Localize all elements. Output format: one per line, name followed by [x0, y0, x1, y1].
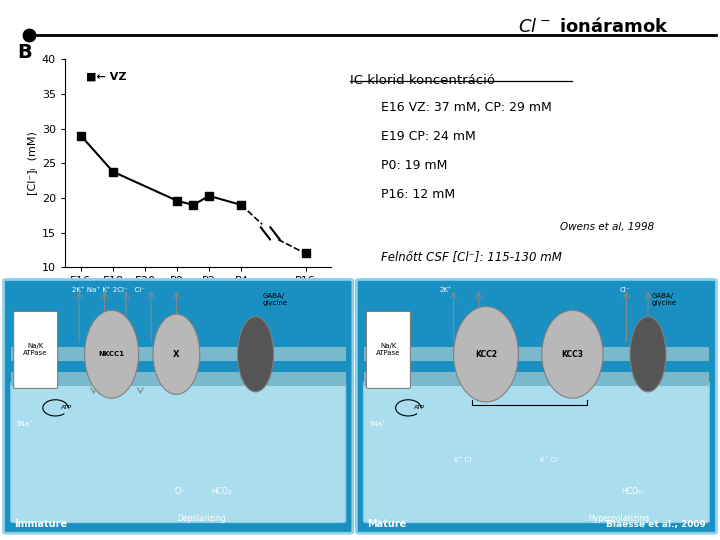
Text: X: X	[173, 350, 180, 359]
Text: Depolarizing: Depolarizing	[177, 514, 226, 523]
Text: 2K⁺: 2K⁺	[439, 287, 452, 293]
Text: Felnőtt CSF [Cl⁻]: 115-130 mM: Felnőtt CSF [Cl⁻]: 115-130 mM	[381, 251, 562, 264]
Ellipse shape	[85, 310, 138, 398]
Text: Na/K
ATPase: Na/K ATPase	[376, 343, 400, 356]
Text: Owens et al, 1998: Owens et al, 1998	[560, 221, 654, 232]
FancyBboxPatch shape	[356, 280, 716, 534]
Text: ■← VZ: ■← VZ	[86, 72, 126, 82]
Text: Blaesse et al., 2009: Blaesse et al., 2009	[606, 520, 706, 529]
Text: 3Na⁺: 3Na⁺	[16, 421, 34, 427]
Text: Mature: Mature	[367, 519, 407, 529]
Bar	[11, 347, 346, 361]
Ellipse shape	[153, 314, 200, 394]
Text: 2K⁺ Na⁺ K⁺ 2Cl⁻   Cl⁻: 2K⁺ Na⁺ K⁺ 2Cl⁻ Cl⁻	[72, 287, 145, 293]
Text: B: B	[17, 43, 32, 62]
Text: Immature: Immature	[14, 519, 68, 529]
Text: HCO₃⁻: HCO₃⁻	[211, 487, 235, 496]
Text: K⁺ Cl⁻: K⁺ Cl⁻	[540, 456, 562, 463]
Text: GABA/
glycine: GABA/ glycine	[652, 293, 677, 306]
Text: HCO₃⁻: HCO₃⁻	[621, 487, 646, 496]
Text: NKCC1: NKCC1	[99, 351, 125, 357]
Text: GABA/
glycine: GABA/ glycine	[263, 293, 288, 306]
FancyBboxPatch shape	[11, 382, 346, 523]
Text: KCC2: KCC2	[475, 350, 497, 359]
Text: Cl⁻: Cl⁻	[619, 287, 630, 293]
Ellipse shape	[630, 316, 666, 392]
FancyBboxPatch shape	[14, 312, 58, 388]
Text: E19 CP: 24 mM: E19 CP: 24 mM	[381, 130, 475, 143]
Text: K⁺ Cl⁻: K⁺ Cl⁻	[454, 456, 475, 463]
Bar	[364, 347, 709, 361]
Text: Hyperpolarizing: Hyperpolarizing	[589, 514, 649, 523]
FancyBboxPatch shape	[4, 280, 353, 534]
Ellipse shape	[454, 307, 518, 402]
FancyBboxPatch shape	[366, 312, 410, 388]
Text: Na/K
ATPase: Na/K ATPase	[23, 343, 48, 356]
Text: IC klorid koncentráció: IC klorid koncentráció	[350, 74, 495, 87]
Text: P16: 12 mM: P16: 12 mM	[381, 188, 455, 201]
Y-axis label: [Cl⁻]ᵢ  (mM): [Cl⁻]ᵢ (mM)	[27, 131, 37, 195]
Text: ATP: ATP	[414, 405, 426, 410]
Text: 3Na⁺: 3Na⁺	[369, 421, 387, 427]
Text: $\mathit{Cl}^-$ ionáramok: $\mathit{Cl}^-$ ionáramok	[518, 17, 670, 36]
Text: ATP: ATP	[61, 405, 73, 410]
FancyBboxPatch shape	[364, 382, 709, 523]
Bar	[364, 373, 709, 386]
Text: P0: 19 mM: P0: 19 mM	[381, 159, 447, 172]
Ellipse shape	[238, 316, 274, 392]
Ellipse shape	[541, 310, 603, 398]
Bar	[11, 373, 346, 386]
Text: E16 VZ: 37 mM, CP: 29 mM: E16 VZ: 37 mM, CP: 29 mM	[381, 101, 552, 114]
Text: KCC3: KCC3	[562, 350, 583, 359]
Text: Cl⁻: Cl⁻	[174, 487, 186, 496]
